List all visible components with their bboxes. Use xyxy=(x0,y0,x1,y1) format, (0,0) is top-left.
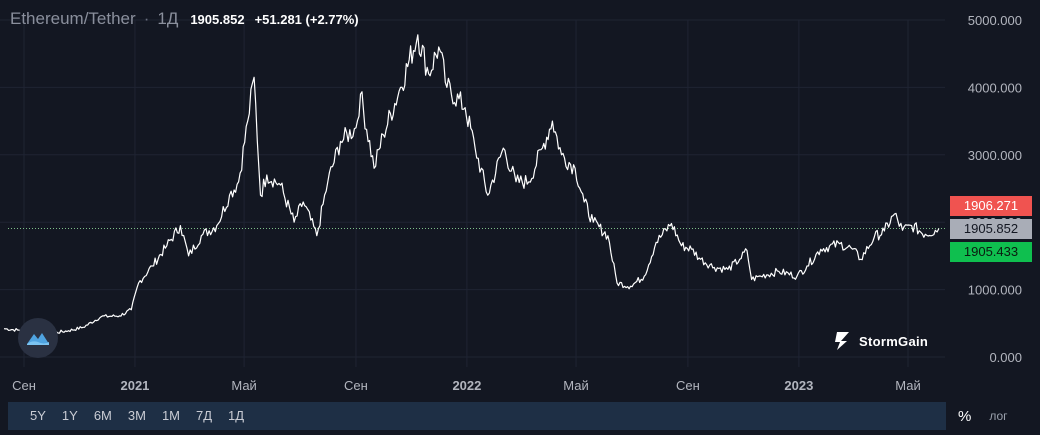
stormgain-logo-icon xyxy=(835,332,849,350)
legend-change: +51.281 (+2.77%) xyxy=(254,12,359,27)
y-tick-label: 0.000 xyxy=(989,350,1022,365)
y-tick-label: 3000.000 xyxy=(968,148,1022,163)
cloud-logo-icon xyxy=(27,333,49,345)
x-tick-label: 2021 xyxy=(120,378,149,393)
price-chart[interactable]: 0.0001000.0002000.0003000.0004000.000500… xyxy=(0,0,1040,400)
timeframe-button-1m[interactable]: 1M xyxy=(161,408,180,423)
stormgain-watermark: StormGain xyxy=(834,330,928,352)
x-tick-label: Май xyxy=(563,378,588,393)
timeframe-button-5y[interactable]: 5Y xyxy=(30,408,46,423)
timeframe-button-1д[interactable]: 1Д xyxy=(228,408,245,423)
y-tick-label: 5000.000 xyxy=(968,13,1022,28)
timeframe-button-7д[interactable]: 7Д xyxy=(196,408,213,423)
timeframe-toolbar: 5Y 1Y 6M 3M 1M 7Д 1Д xyxy=(8,402,946,430)
scale-toolbar: % лог xyxy=(946,402,1040,430)
symbol-name: Ethereum/Tether xyxy=(10,9,136,28)
x-tick-label: 2023 xyxy=(784,378,813,393)
x-tick-label: Сен xyxy=(12,378,36,393)
symbol-logo-badge[interactable] xyxy=(18,318,58,358)
x-tick-label: 2022 xyxy=(452,378,481,393)
interval-label: 1Д xyxy=(157,9,179,28)
timeframe-button-6m[interactable]: 6M xyxy=(93,408,112,423)
y-axis: 0.0001000.0002000.0003000.0004000.000500… xyxy=(968,13,1022,365)
x-axis: Сен 2021 Май Сен 2022 Май Сен 2023 Май xyxy=(12,378,921,393)
last-price-tag: 1905.852 xyxy=(950,219,1032,239)
x-tick-label: Сен xyxy=(676,378,700,393)
log-scale-button[interactable]: лог xyxy=(989,409,1008,423)
timeframe-button-1y[interactable]: 1Y xyxy=(61,408,78,423)
y-tick-label: 4000.000 xyxy=(968,80,1022,95)
percent-scale-button[interactable]: % xyxy=(958,407,972,425)
price-series-line xyxy=(3,34,940,336)
legend-price: 1905.852 xyxy=(190,12,245,27)
timeframe-button-3m[interactable]: 3M xyxy=(127,408,146,423)
x-tick-label: Май xyxy=(231,378,256,393)
watermark-text: StormGain xyxy=(859,333,929,349)
chart-grid xyxy=(0,19,945,367)
bid-price-tag: 1905.433 xyxy=(950,242,1032,262)
chart-legend: Ethereum/Tether · 1Д 1905.852 +51.281 (+… xyxy=(10,9,359,31)
ask-price-tag: 1906.271 xyxy=(950,196,1032,216)
x-tick-label: Май xyxy=(895,378,920,393)
chart-area[interactable]: 0.0001000.0002000.0003000.0004000.000500… xyxy=(0,0,1040,400)
legend-separator: · xyxy=(143,9,150,28)
y-tick-label: 1000.000 xyxy=(968,283,1022,298)
x-tick-label: Сен xyxy=(344,378,368,393)
